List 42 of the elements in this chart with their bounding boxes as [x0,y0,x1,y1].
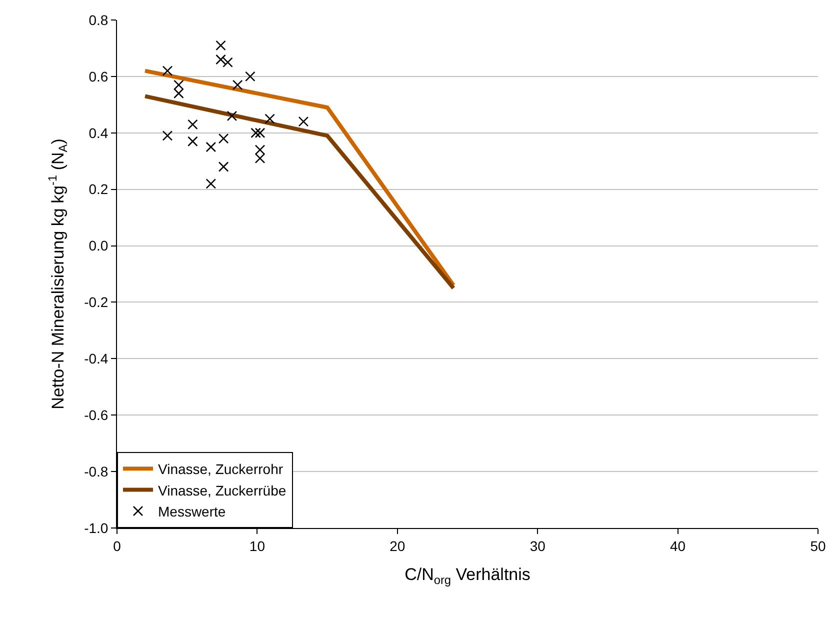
y-tick-label: 0.2 [88,181,108,198]
point [254,144,266,155]
point [298,116,309,127]
point [162,130,173,141]
y-tick-label: 0.4 [88,124,108,141]
point [232,80,243,90]
point [254,153,266,164]
point [206,142,216,152]
y-tick-label: 0.0 [88,238,108,254]
point [254,128,266,138]
point [206,178,216,189]
point [245,71,256,82]
y-tick-label: -0.6 [84,407,108,424]
y-tick-label: 0.8 [88,12,108,28]
legend-label: Messwerte [158,503,226,520]
y-tick-label: -0.8 [84,463,108,480]
x-tick-label: 40 [670,538,686,554]
legend-label: Vinasse, Zuckerrohr [158,461,284,478]
point [216,54,226,65]
legend-label: Vinasse, Zuckerrübe [158,482,286,498]
x-axis-title: C/N$_{org}$ Verhältnis [404,565,530,587]
x-tick-label: 50 [810,538,826,554]
x-tick-label: 20 [390,538,406,554]
point [218,162,229,172]
point [218,133,229,144]
y-tick-label: -0.4 [84,350,108,367]
x-tick-label: 10 [249,538,266,554]
point [162,66,173,76]
y-tick-label: -0.2 [84,294,108,310]
y-tick-label: -1.0 [84,520,108,536]
point [226,110,238,122]
point [264,114,275,124]
point [174,88,184,99]
x-tick-label: 0 [113,538,122,554]
point [250,128,261,138]
point [174,80,184,90]
y-tick-label: 0.6 [88,68,108,84]
point [188,136,198,147]
point [188,119,198,130]
point [216,40,226,51]
point [222,57,233,68]
x-tick-label: 30 [530,538,546,554]
